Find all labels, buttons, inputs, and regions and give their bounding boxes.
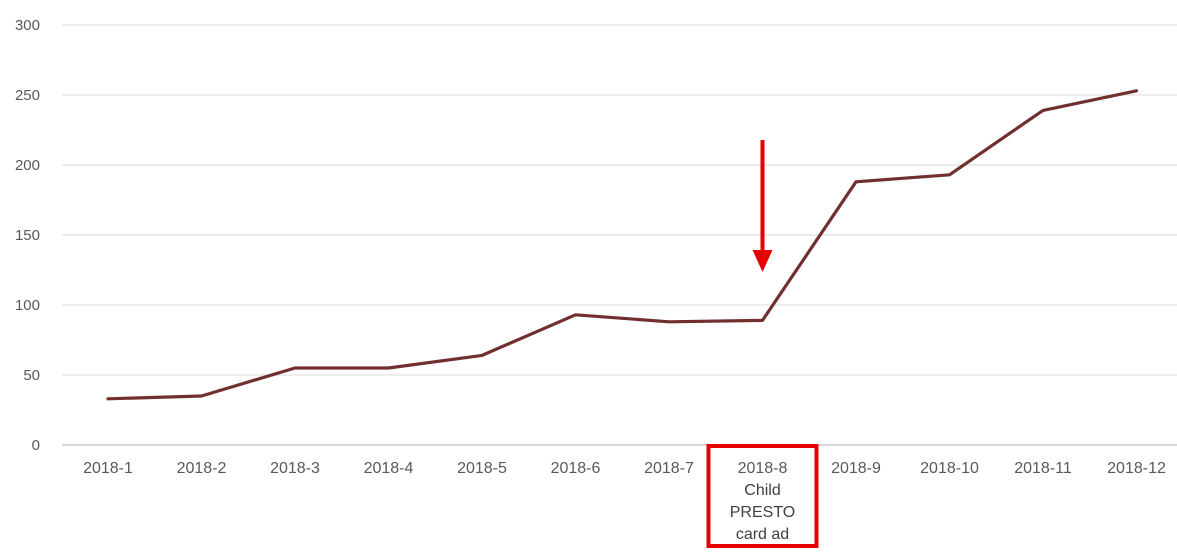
x-tick-label: 2018-2 — [177, 460, 227, 477]
y-tick-label: 200 — [15, 157, 40, 174]
y-tick-label: 100 — [15, 297, 40, 314]
series-line — [108, 91, 1137, 399]
x-tick-label: 2018-4 — [364, 460, 414, 477]
annotation-arrow-head — [753, 250, 773, 272]
x-axis-ticks: 2018-1 2018-2 2018-3 2018-4 2018-5 2018-6 2018… — [83, 460, 1166, 477]
x-tick-label: 2018-6 — [551, 460, 601, 477]
y-tick-label: 50 — [23, 367, 40, 384]
x-tick-label: 2018-5 — [457, 460, 507, 477]
x-tick-label: 2018-9 — [831, 460, 881, 477]
x-tick-label: 2018-3 — [270, 460, 320, 477]
y-tick-label: 150 — [15, 227, 40, 244]
annotation-text-line: PRESTO — [730, 504, 796, 521]
y-tick-label: 300 — [15, 17, 40, 34]
gridlines — [62, 25, 1177, 375]
y-tick-label: 250 — [15, 87, 40, 104]
annotation-text-line: Child — [744, 482, 780, 499]
x-tick-label: 2018-7 — [644, 460, 694, 477]
x-tick-label: 2018-10 — [920, 460, 979, 477]
x-tick-label: 2018-12 — [1107, 460, 1166, 477]
annotation-text-line: card ad — [736, 526, 789, 543]
x-tick-label: 2018-1 — [83, 460, 133, 477]
x-tick-label: 2018-8 — [738, 460, 788, 477]
x-tick-label: 2018-11 — [1014, 460, 1072, 477]
y-tick-label: 0 — [32, 437, 40, 454]
y-axis-ticks: 0 50 100 150 200 250 300 — [15, 17, 40, 454]
annotation: Child PRESTO card ad — [709, 140, 817, 546]
